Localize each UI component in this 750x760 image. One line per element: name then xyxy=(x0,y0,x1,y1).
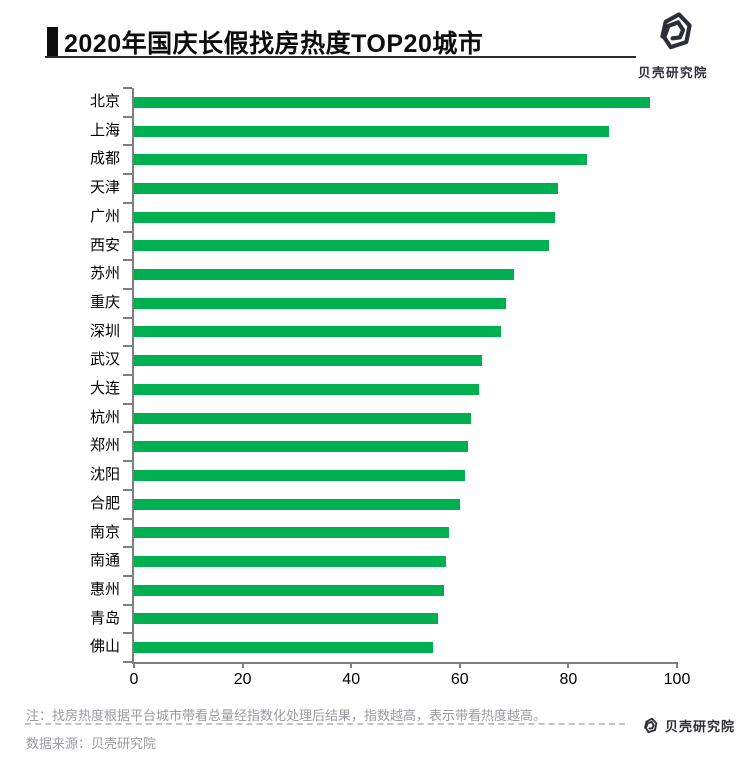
value-axis-tick xyxy=(676,662,678,668)
value-axis-tick xyxy=(567,662,570,668)
category-label: 青岛 xyxy=(89,609,120,627)
category-label: 郑州 xyxy=(89,437,120,455)
data-source: 数据来源：贝壳研究院 xyxy=(26,736,157,751)
category-axis-tick xyxy=(123,374,132,376)
category-axis-tick xyxy=(123,87,132,89)
bar xyxy=(134,211,555,223)
category-axis-tick xyxy=(123,230,132,233)
value-axis-tick xyxy=(133,662,135,668)
beike-shell-icon xyxy=(650,8,696,54)
bar xyxy=(134,469,466,481)
category-axis-tick xyxy=(123,201,132,204)
title-accent-bar xyxy=(47,27,58,56)
category-axis-tick xyxy=(123,661,132,663)
bar xyxy=(134,355,482,367)
category-axis-tick xyxy=(123,431,132,434)
category-label: 武汉 xyxy=(89,351,120,369)
chart-note: 注：找房热度根据平台城市带看总量经指数化处理后结果，指数越高，表示带看热度越高。 xyxy=(26,708,547,723)
category-label: 北京 xyxy=(89,93,120,110)
category-label: 佛山 xyxy=(89,638,120,656)
beike-shell-icon-small xyxy=(640,716,659,735)
value-axis-label: 40 xyxy=(342,671,361,688)
category-label: 合肥 xyxy=(89,494,120,512)
bar xyxy=(134,182,558,194)
value-axis-label: 100 xyxy=(663,671,691,688)
category-axis-tick xyxy=(123,173,132,176)
bar xyxy=(134,96,650,108)
bar xyxy=(134,154,588,166)
bar-chart: 北京上海成都天津广州西安苏州重庆深圳武汉大连杭州郑州沈阳合肥南京南通惠州青岛佛山… xyxy=(90,87,690,688)
bar xyxy=(134,297,506,309)
bar xyxy=(134,441,468,453)
category-axis-tick xyxy=(123,115,132,118)
category-label: 天津 xyxy=(89,179,120,197)
category-label: 苏州 xyxy=(89,265,120,283)
category-label: 惠州 xyxy=(89,580,120,598)
value-axis-label: 0 xyxy=(129,671,139,688)
footer-divider xyxy=(25,723,625,725)
category-label: 沈阳 xyxy=(89,466,120,484)
value-axis-tick xyxy=(458,662,461,668)
bar xyxy=(134,642,433,654)
bar xyxy=(134,412,471,424)
bar xyxy=(134,326,501,338)
value-axis-label: 80 xyxy=(559,671,578,688)
page-title: 2020年国庆长假找房热度TOP20城市 xyxy=(64,30,484,58)
category-label: 深圳 xyxy=(89,322,120,340)
category-label: 杭州 xyxy=(89,408,120,426)
value-axis-label: 20 xyxy=(233,671,252,688)
brand-logo: 贝壳研究院 xyxy=(628,8,718,81)
bar xyxy=(134,269,515,281)
category-axis-tick xyxy=(123,345,132,348)
category-axis-tick xyxy=(123,546,132,549)
bar xyxy=(134,613,439,625)
bar xyxy=(134,240,550,252)
category-axis-tick xyxy=(123,574,132,577)
value-axis-tick xyxy=(241,662,244,668)
category-axis-tick xyxy=(123,632,132,635)
category-label: 重庆 xyxy=(89,293,120,311)
bar xyxy=(134,556,447,568)
bar xyxy=(134,498,460,510)
category-label: 西安 xyxy=(89,236,120,254)
category-axis-tick xyxy=(123,488,132,491)
category-axis-tick xyxy=(123,144,132,147)
category-axis-tick xyxy=(123,517,132,520)
footer-brand-label: 贝壳研究院 xyxy=(665,719,736,734)
bar xyxy=(134,527,449,539)
category-label: 成都 xyxy=(89,150,120,168)
category-label: 上海 xyxy=(89,121,120,139)
category-label: 南通 xyxy=(89,552,120,570)
category-axis-tick xyxy=(123,460,132,463)
brand-logo-label: 贝壳研究院 xyxy=(637,66,708,80)
category-axis-tick xyxy=(123,259,132,262)
title-divider xyxy=(45,56,636,58)
category-axis-tick xyxy=(123,287,132,290)
category-axis-tick xyxy=(123,603,132,606)
value-axis-label: 60 xyxy=(450,671,469,688)
category-axis-tick xyxy=(123,316,132,319)
footer-brand-logo: 贝壳研究院 xyxy=(640,716,735,735)
bar xyxy=(134,125,610,137)
category-label: 广州 xyxy=(89,207,120,225)
bar xyxy=(134,383,479,395)
category-axis-tick xyxy=(123,402,132,405)
value-axis-tick xyxy=(350,662,353,668)
category-label: 南京 xyxy=(89,523,120,541)
category-label: 大连 xyxy=(89,380,120,397)
bar xyxy=(134,584,444,596)
